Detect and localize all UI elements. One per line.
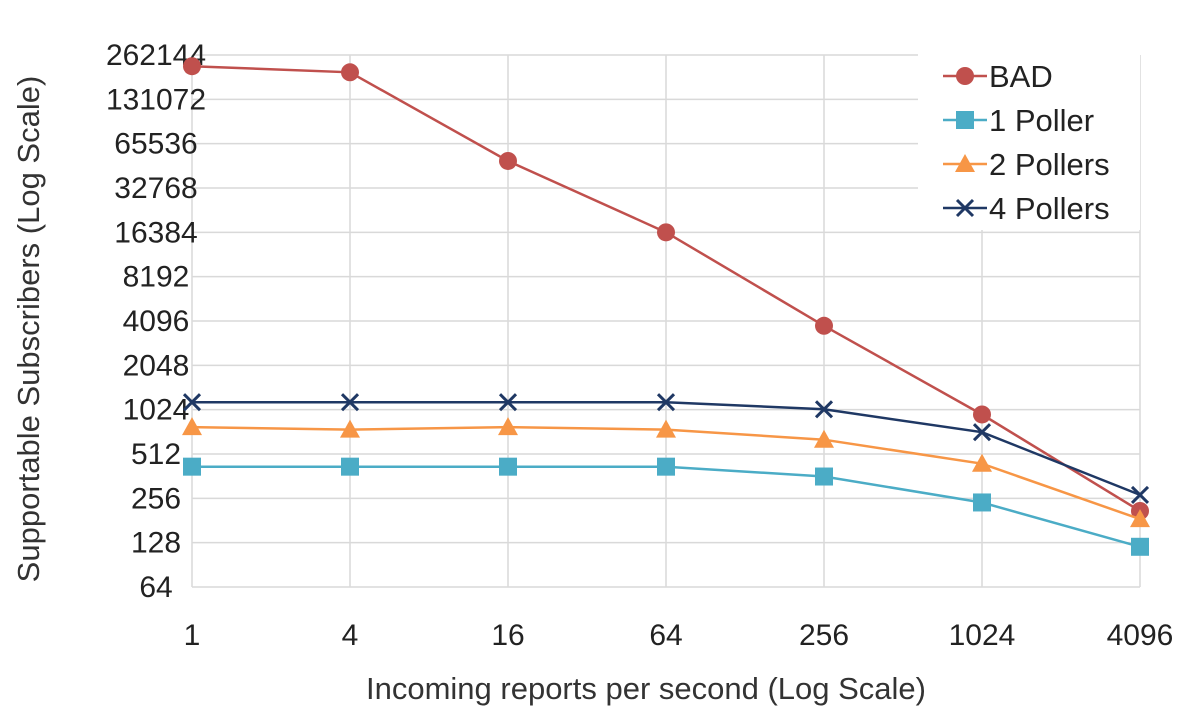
legend-marker [955, 154, 975, 172]
data-point-1-poller [657, 457, 675, 476]
y-tick-label: 64 [139, 571, 172, 604]
data-point-1-poller [973, 493, 991, 512]
y-tick-labels: 64 128 256 512 1024 2048 4096 8192 16384 32768 655… [106, 39, 206, 604]
data-point-bad [341, 63, 359, 82]
data-point-bad [973, 405, 991, 424]
x-marker-stroke [498, 393, 518, 412]
series-2-pollers [182, 417, 1150, 528]
x-tick-label: 16 [491, 619, 524, 652]
legend-background [918, 52, 1140, 230]
data-point-bad [183, 57, 201, 76]
x-tick-label: 4096 [1107, 619, 1174, 652]
legend-marker [956, 111, 974, 129]
data-point-4-pollers [1130, 485, 1150, 504]
y-axis-title: Supportable Subscribers (Log Scale) [11, 76, 46, 583]
data-point-bad [657, 223, 675, 242]
legend-label: 1 Poller [989, 103, 1094, 138]
y-tick-label: 2048 [123, 349, 190, 382]
data-point-4-pollers [972, 423, 992, 442]
legend-item-bad: BAD [943, 59, 1053, 94]
data-point-4-pollers [182, 393, 202, 412]
x-marker-stroke [656, 393, 676, 412]
legend: BAD 1 Poller 2 Pollers 4 Pollers [918, 52, 1140, 230]
data-point-2-pollers [656, 419, 676, 438]
y-tick-label: 256 [131, 482, 181, 515]
x-marker-stroke [814, 400, 834, 419]
legend-label: 4 Pollers [989, 191, 1110, 226]
y-tick-label: 512 [131, 438, 181, 471]
series-1-poller [183, 457, 1149, 556]
y-tick-label: 4096 [123, 305, 190, 338]
data-point-4-pollers [814, 400, 834, 419]
y-tick-label: 8192 [123, 261, 190, 294]
x-tick-labels: 1 4 16 64 256 1024 4096 [184, 619, 1174, 652]
data-point-1-poller [1131, 537, 1149, 556]
x-axis-title: Incoming reports per second (Log Scale) [366, 671, 926, 706]
data-point-2-pollers [814, 429, 834, 448]
x-tick-label: 4 [342, 619, 359, 652]
data-point-1-poller [183, 457, 201, 476]
x-tick-label: 64 [649, 619, 682, 652]
data-point-2-pollers [1130, 509, 1150, 528]
x-marker-stroke [182, 393, 202, 412]
data-point-2-pollers [182, 417, 202, 436]
data-point-bad [499, 151, 517, 170]
x-tick-label: 256 [799, 619, 849, 652]
legend-item-4-pollers: 4 Pollers [943, 191, 1110, 226]
y-tick-label: 128 [131, 527, 181, 560]
legend-marker [955, 198, 975, 218]
legend-label: BAD [989, 59, 1053, 94]
x-tick-label: 1 [184, 619, 201, 652]
x-marker-stroke [1130, 485, 1150, 504]
data-point-2-pollers [340, 419, 360, 438]
data-point-4-pollers [656, 393, 676, 412]
x-marker-stroke [340, 393, 360, 412]
y-tick-label: 1024 [123, 394, 190, 427]
series-group [182, 57, 1150, 556]
y-tick-label: 32768 [114, 172, 197, 205]
legend-item-1-poller: 1 Poller [943, 103, 1094, 138]
data-point-bad [815, 316, 833, 335]
legend-marker [956, 67, 974, 85]
x-marker-stroke [955, 198, 975, 218]
data-point-4-pollers [340, 393, 360, 412]
data-point-2-pollers [498, 417, 518, 436]
data-point-4-pollers [498, 393, 518, 412]
x-marker-stroke [972, 423, 992, 442]
y-tick-label: 65536 [114, 128, 197, 161]
data-point-1-poller [815, 467, 833, 486]
series-bad [183, 57, 1149, 521]
data-point-1-poller [499, 457, 517, 476]
x-tick-label: 1024 [949, 619, 1016, 652]
legend-item-2-pollers: 2 Pollers [943, 147, 1110, 182]
y-tick-label: 131072 [106, 83, 206, 116]
y-tick-label: 16384 [114, 216, 197, 249]
data-point-2-pollers [972, 453, 992, 472]
legend-label: 2 Pollers [989, 147, 1110, 182]
data-point-1-poller [341, 457, 359, 476]
series-4-pollers [182, 393, 1150, 504]
